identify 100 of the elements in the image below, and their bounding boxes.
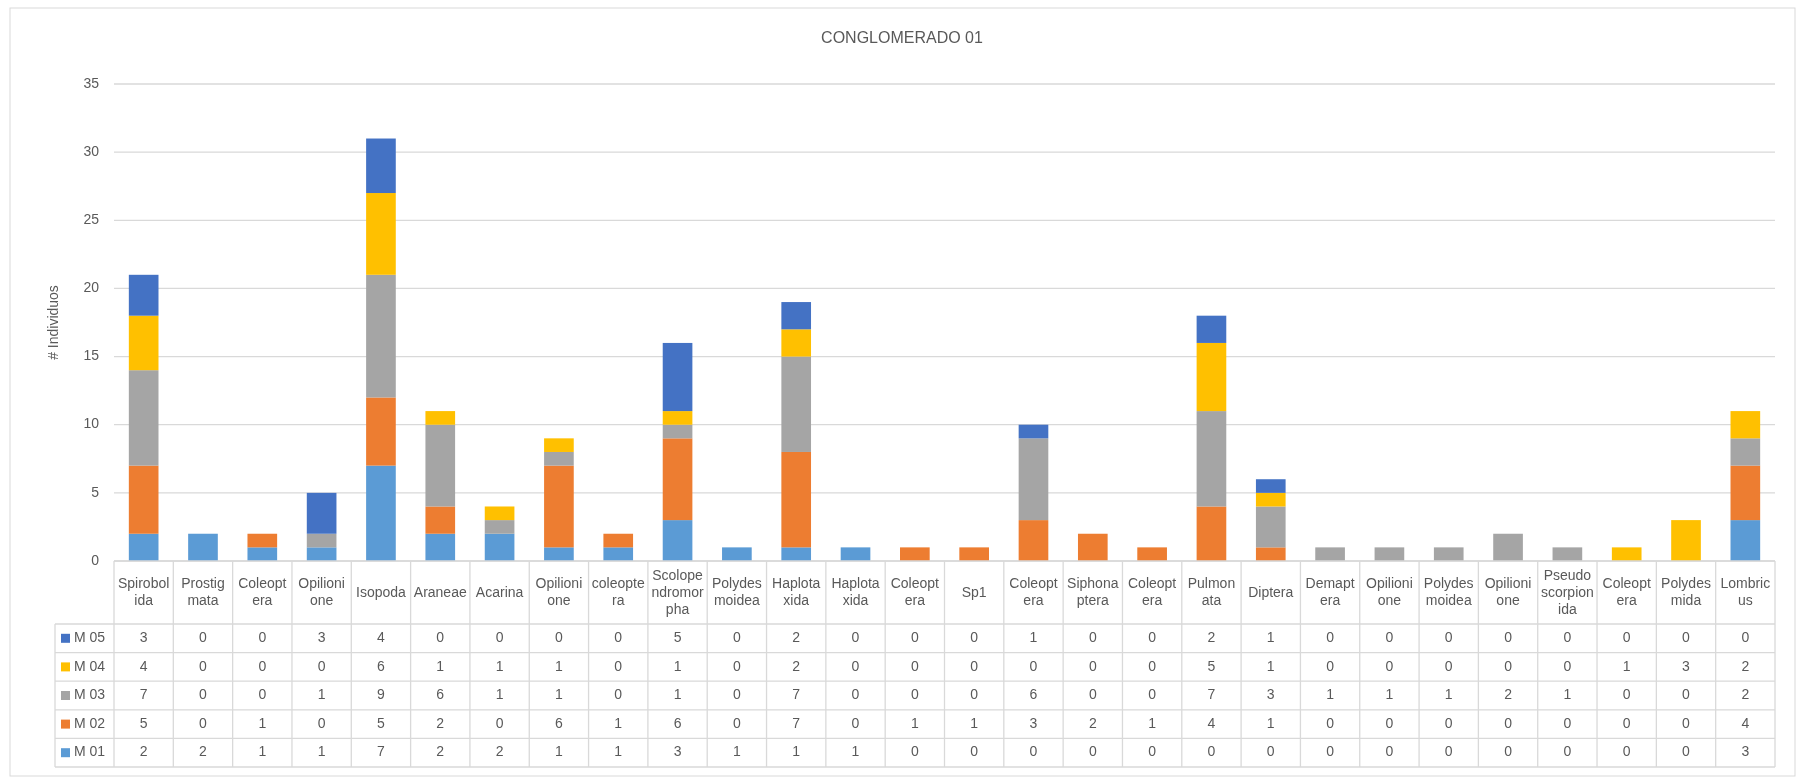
data-label: 0: [258, 657, 267, 674]
bar: [1671, 520, 1701, 561]
bar: [722, 547, 752, 561]
bar: [425, 506, 456, 534]
data-label: 0: [970, 657, 979, 674]
data-label: 0: [1622, 743, 1631, 760]
bar: [1730, 411, 1761, 439]
bar: [1137, 547, 1167, 561]
data-label: 0: [1563, 743, 1572, 760]
bar: [603, 547, 634, 561]
data-label: 1: [555, 686, 564, 703]
data-label: 0: [1385, 657, 1394, 674]
data-label: 0: [199, 714, 208, 731]
data-label: 1: [792, 743, 801, 760]
data-label: 0: [1504, 714, 1513, 731]
data-label: 1: [555, 657, 564, 674]
data-label: 0: [1385, 714, 1394, 731]
bar: [484, 520, 515, 534]
data-label: 7: [1207, 686, 1216, 703]
data-label: 0: [199, 629, 208, 645]
bar: [1730, 438, 1761, 466]
bar: [306, 547, 337, 561]
bar: [544, 438, 574, 452]
y-tick-label: 30: [83, 142, 100, 159]
bar: [128, 315, 159, 371]
data-label: 0: [1444, 629, 1453, 645]
data-label: 0: [1029, 743, 1038, 760]
data-label: 1: [317, 686, 326, 703]
data-label: 0: [1563, 629, 1572, 645]
data-label: 0: [910, 629, 919, 645]
bar: [366, 274, 396, 398]
bar: [544, 451, 574, 466]
legend-label: M 05: [74, 629, 106, 645]
data-label: 0: [1148, 743, 1157, 760]
data-label: 5: [673, 629, 682, 645]
data-label: 0: [1504, 743, 1513, 760]
bar: [1255, 479, 1286, 493]
data-label: 6: [436, 686, 445, 703]
data-label: 3: [1682, 657, 1691, 674]
data-label: 2: [199, 743, 208, 760]
data-label: 1: [851, 743, 860, 760]
data-label: 1: [910, 714, 919, 731]
data-label: 0: [732, 629, 741, 645]
bar: [1493, 533, 1523, 561]
bar: [959, 547, 989, 561]
data-label: 1: [1326, 686, 1335, 703]
bar: [662, 411, 693, 425]
bar: [366, 465, 396, 561]
y-axis-title: # Individuos: [44, 285, 61, 360]
bar: [128, 533, 159, 561]
data-label: 0: [1266, 743, 1275, 760]
data-label: 0: [1326, 657, 1335, 674]
data-label: 6: [555, 714, 564, 731]
data-label: 3: [1266, 686, 1275, 703]
bar: [544, 465, 574, 548]
data-label: 1: [258, 714, 267, 731]
x-tick-label: Opilionione: [1484, 574, 1532, 608]
data-label: 0: [1088, 629, 1097, 645]
data-label: 0: [495, 629, 504, 645]
x-tick-label: Polydesmoidea: [711, 574, 762, 608]
bar: [1196, 342, 1227, 412]
bar: [603, 533, 634, 548]
data-label: 2: [1088, 714, 1097, 731]
bar: [781, 356, 812, 452]
bar: [781, 451, 812, 548]
data-label: 0: [1444, 714, 1453, 731]
bar: [662, 438, 693, 521]
data-label: 0: [1088, 743, 1097, 760]
data-label: 1: [495, 686, 504, 703]
data-label: 2: [495, 743, 504, 760]
data-label: 0: [1622, 629, 1631, 645]
data-label: 0: [1326, 714, 1335, 731]
x-tick-label: Siphonaptera: [1067, 574, 1119, 608]
data-label: 1: [970, 714, 979, 731]
bar: [306, 492, 337, 534]
data-label: 4: [377, 629, 386, 645]
bar: [544, 547, 574, 561]
bar: [781, 547, 812, 561]
bar: [128, 370, 159, 466]
data-label: 3: [1741, 743, 1750, 760]
data-label: 0: [851, 657, 860, 674]
data-label: 0: [1622, 686, 1631, 703]
data-label: 0: [851, 686, 860, 703]
data-label: 6: [673, 714, 682, 731]
bar: [128, 465, 159, 534]
data-label: 1: [1385, 686, 1394, 703]
data-label: 1: [732, 743, 741, 760]
data-label: 1: [258, 743, 267, 760]
data-label: 2: [792, 657, 801, 674]
x-tick-label: Demaptera: [1305, 574, 1355, 608]
data-label: 5: [377, 714, 386, 731]
bar: [366, 397, 396, 466]
data-label: 0: [851, 629, 860, 645]
data-label: 0: [1444, 743, 1453, 760]
bar: [1611, 547, 1642, 561]
legend-label: M 02: [74, 714, 106, 731]
bar: [188, 533, 218, 561]
bar: [306, 533, 337, 548]
bar: [1196, 411, 1227, 507]
bar: [781, 329, 812, 357]
